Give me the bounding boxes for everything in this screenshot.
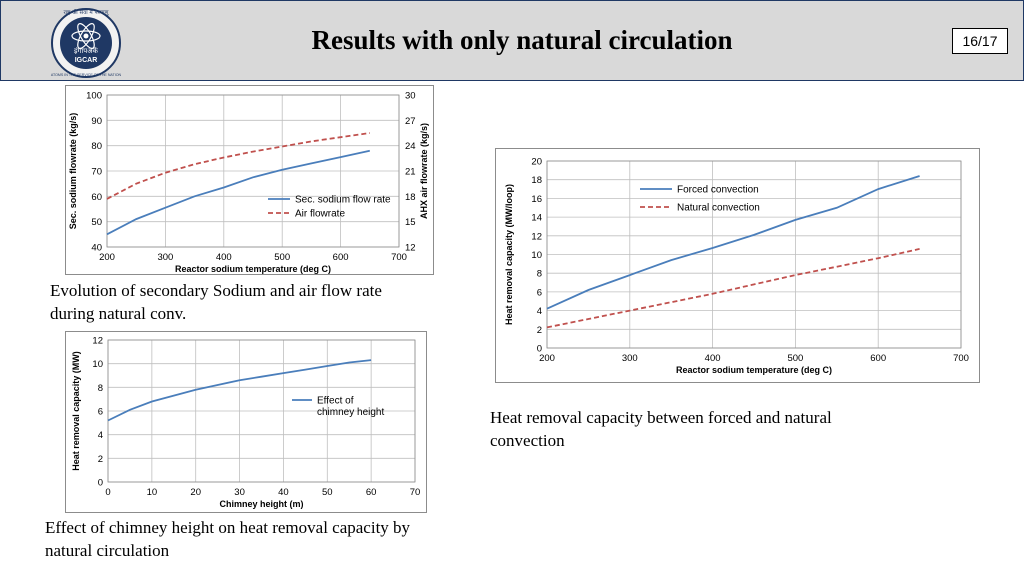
x-tick-label: 50 (322, 487, 333, 498)
x-axis-title: Chimney height (m) (219, 499, 303, 509)
y-tick-label: 4 (98, 430, 103, 441)
igcar-logo: इंगांपअकें IGCAR राष्ट्र की सेवा में परम… (51, 8, 122, 78)
legend-label: Effect of (317, 396, 354, 407)
y2-tick-label: 15 (405, 217, 416, 228)
y2-tick-label: 27 (405, 116, 416, 127)
y-tick-label: 6 (537, 287, 542, 298)
y-tick-label: 2 (98, 454, 103, 465)
legend-label: Forced convection (677, 185, 759, 196)
logo-text-bottom: ATOMS IN THE SERVICE OF THE NATION (51, 73, 122, 77)
x-tick-label: 400 (216, 252, 232, 263)
plot-area (546, 160, 962, 349)
series-line-2 (546, 248, 920, 329)
x-tick-label: 600 (333, 252, 349, 263)
x-axis-title: Reactor sodium temperature (deg C) (175, 264, 331, 274)
y-tick-label: 10 (92, 359, 103, 370)
chart-chimney: 0 2 4 6 8 10 12 0 10 20 30 40 50 60 70 Chimney height (… (65, 331, 427, 513)
chart-heat-removal-svg: 0 2 4 6 8 10 12 14 16 18 20 200 300 400 500 600 700 React… (504, 157, 969, 376)
page-number: 16/17 (952, 28, 1008, 54)
y-tick-label: 6 (98, 407, 103, 418)
x-tick-label: 300 (157, 252, 173, 263)
y-tick-label: 10 (531, 250, 542, 261)
x-tick-label: 200 (539, 353, 555, 364)
y-tick-label: 4 (537, 306, 542, 317)
x-tick-label: 10 (147, 487, 158, 498)
y-tick-label: 12 (92, 336, 103, 347)
y-tick-label: 100 (86, 91, 102, 102)
logo-text-top: राष्ट्र की सेवा में परमाणु (63, 9, 109, 16)
x-tick-label: 700 (953, 353, 969, 364)
y-tick-label: 80 (91, 141, 102, 152)
y-tick-label: 16 (531, 194, 542, 205)
y2-tick-label: 12 (405, 243, 416, 254)
x-tick-label: 200 (99, 252, 115, 263)
y-tick-label: 8 (537, 269, 542, 280)
y-tick-label: 50 (91, 217, 102, 228)
chart-heat-removal: 0 2 4 6 8 10 12 14 16 18 20 200 300 400 500 600 700 React… (495, 148, 980, 383)
y-tick-label: 0 (537, 344, 542, 355)
y2-tick-label: 30 (405, 91, 416, 102)
x-tick-label: 400 (705, 353, 721, 364)
logo-text-igcar: IGCAR (75, 57, 98, 64)
x-axis-title: Reactor sodium temperature (deg C) (676, 365, 832, 375)
series-line-1 (107, 359, 372, 422)
legend-label: Air flowrate (295, 209, 345, 220)
y2-tick-label: 18 (405, 192, 416, 203)
y2-axis-title: AHX air flowrate (kg/s) (419, 123, 429, 219)
y-tick-label: 2 (537, 325, 542, 336)
slide-header: इंगांपअकें IGCAR राष्ट्र की सेवा में परम… (0, 0, 1024, 81)
y-tick-label: 18 (531, 175, 542, 186)
y-tick-label: 20 (531, 157, 542, 168)
chart-chimney-svg: 0 2 4 6 8 10 12 0 10 20 30 40 50 60 70 Chimney height (… (71, 336, 421, 510)
y-axis-title: Sec. sodium flowrate (kg/s) (68, 113, 78, 230)
caption-heat-removal: Heat removal capacity between forced and… (490, 408, 832, 450)
plot-area (107, 339, 416, 483)
x-tick-label: 600 (870, 353, 886, 364)
legend-label: Natural convection (677, 203, 760, 214)
y-axis-title: Heat removal capacity (MW/loop) (504, 184, 514, 325)
x-tick-label: 300 (622, 353, 638, 364)
y-tick-label: 70 (91, 167, 102, 178)
x-tick-label: 700 (391, 252, 407, 263)
x-tick-label: 0 (105, 487, 110, 498)
series-line-2 (106, 132, 370, 200)
series-line-1 (106, 149, 370, 236)
x-tick-label: 70 (410, 487, 421, 498)
caption-flowrate: Evolution of secondary Sodium and air fl… (50, 281, 382, 323)
caption-chimney: Effect of chimney height on heat removal… (45, 518, 411, 560)
series-line-1 (546, 175, 920, 310)
slide-title: Results with only natural circulation (311, 25, 733, 55)
x-tick-label: 20 (190, 487, 201, 498)
x-tick-label: 60 (366, 487, 377, 498)
y-tick-label: 90 (91, 116, 102, 127)
y-tick-label: 12 (531, 231, 542, 242)
y2-tick-label: 24 (405, 141, 416, 152)
x-tick-label: 500 (787, 353, 803, 364)
plot-area (106, 94, 400, 248)
x-tick-label: 40 (278, 487, 289, 498)
y-tick-label: 60 (91, 192, 102, 203)
logo-text-hindi: इंगांपअकें (74, 46, 99, 55)
chart-flowrate: 40 50 60 70 80 90 100 200 300 400 500 600 700 12 15 18 2… (65, 85, 434, 275)
y-tick-label: 0 (98, 478, 103, 489)
y-tick-label: 40 (91, 243, 102, 254)
y2-tick-label: 21 (405, 167, 416, 178)
y-axis-title: Heat removal capacity (MW) (71, 351, 81, 471)
x-tick-label: 30 (234, 487, 245, 498)
x-tick-label: 500 (274, 252, 290, 263)
legend-label: Sec. sodium flow rate (295, 195, 391, 206)
y-tick-label: 8 (98, 383, 103, 394)
y-tick-label: 14 (531, 213, 542, 224)
legend-label-cont: chimney height (317, 407, 384, 418)
